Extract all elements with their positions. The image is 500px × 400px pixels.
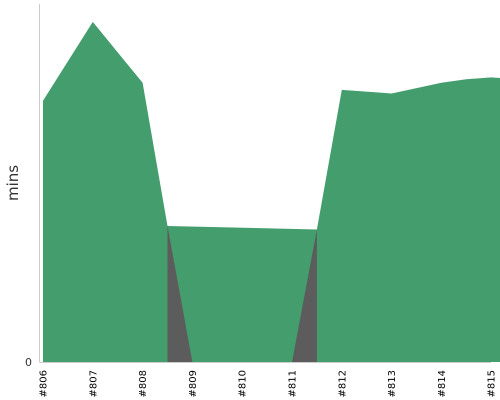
x-tick-labels: #806 #807 #808 #809 #810 #811 #812 #813 #814 #815 (39, 370, 498, 397)
x-tick-label: #810 (238, 370, 249, 397)
x-tick-label: #811 (288, 370, 299, 397)
x-tick-label: #808 (138, 370, 149, 397)
area-series-group (43, 21, 500, 362)
y-axis-label: mins (4, 165, 22, 201)
x-tick-label: #806 (39, 370, 50, 397)
x-tick-label: #815 (487, 370, 498, 397)
x-tick-label: #812 (337, 370, 348, 397)
x-tick-label: #813 (387, 370, 398, 397)
y-tick-labels: 0 (25, 356, 32, 369)
x-tick-label: #807 (88, 370, 99, 397)
area-series-1 (43, 21, 500, 362)
area-series-2 (167, 226, 317, 362)
y-tick-label: 0 (25, 356, 32, 369)
x-tick-label: #809 (188, 370, 199, 397)
x-tick-label: #814 (437, 370, 448, 397)
